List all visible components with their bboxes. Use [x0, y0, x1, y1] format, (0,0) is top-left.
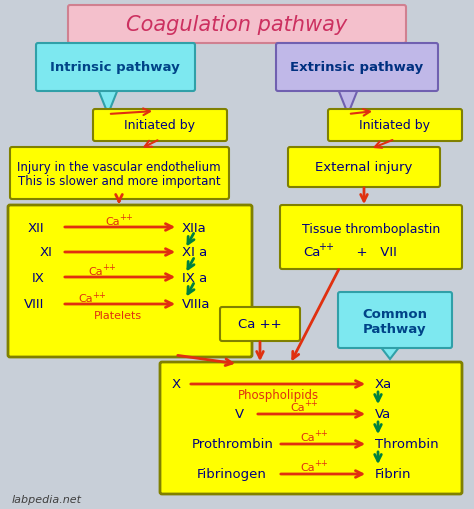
Polygon shape — [380, 346, 400, 359]
Text: Ca: Ca — [290, 402, 305, 412]
Text: Intrinsic pathway: Intrinsic pathway — [50, 62, 180, 74]
Text: ++: ++ — [92, 290, 106, 299]
FancyBboxPatch shape — [276, 44, 438, 92]
Text: Pathway: Pathway — [363, 323, 427, 336]
Text: Ca ++: Ca ++ — [238, 318, 282, 331]
Text: ++: ++ — [119, 213, 133, 222]
Text: External injury: External injury — [315, 161, 413, 174]
Text: XII: XII — [28, 221, 45, 234]
Text: ++: ++ — [304, 399, 318, 408]
Text: IX a: IX a — [182, 271, 207, 284]
FancyBboxPatch shape — [36, 44, 195, 92]
Text: Injury in the vascular endothelium: Injury in the vascular endothelium — [17, 160, 221, 173]
FancyBboxPatch shape — [10, 148, 229, 200]
Text: XI: XI — [40, 246, 53, 259]
Text: ++: ++ — [318, 242, 334, 251]
FancyBboxPatch shape — [288, 148, 440, 188]
Text: VIIIa: VIIIa — [182, 298, 210, 311]
Text: Ca: Ca — [300, 462, 315, 472]
Text: Initiated by: Initiated by — [125, 119, 195, 132]
Text: Va: Va — [375, 408, 391, 420]
FancyBboxPatch shape — [328, 110, 462, 142]
FancyBboxPatch shape — [68, 6, 406, 44]
FancyBboxPatch shape — [93, 110, 227, 142]
Text: Ca: Ca — [300, 432, 315, 442]
Text: +   VII: + VII — [348, 245, 397, 258]
Text: Ca: Ca — [105, 216, 119, 227]
Polygon shape — [98, 90, 118, 115]
Text: Coagulation pathway: Coagulation pathway — [127, 15, 347, 35]
FancyBboxPatch shape — [338, 293, 452, 348]
Text: VIII: VIII — [24, 298, 45, 311]
Text: Prothrombin: Prothrombin — [192, 438, 274, 450]
Text: Xa: Xa — [375, 378, 392, 391]
Text: X: X — [172, 378, 181, 391]
Text: Extrinsic pathway: Extrinsic pathway — [291, 62, 424, 74]
Text: Tissue thromboplastin: Tissue thromboplastin — [302, 223, 440, 236]
Text: ++: ++ — [314, 459, 328, 468]
Text: Phospholipids: Phospholipids — [237, 389, 319, 402]
Text: ++: ++ — [314, 429, 328, 438]
FancyBboxPatch shape — [8, 206, 252, 357]
Polygon shape — [338, 90, 358, 115]
Text: IX: IX — [32, 271, 45, 284]
FancyBboxPatch shape — [280, 206, 462, 269]
Text: Platelets: Platelets — [94, 310, 142, 320]
Text: Fibrin: Fibrin — [375, 468, 411, 480]
Text: This is slower and more important: This is slower and more important — [18, 175, 220, 188]
FancyBboxPatch shape — [220, 307, 300, 342]
Text: Fibrinogen: Fibrinogen — [197, 468, 267, 480]
Text: XI a: XI a — [182, 246, 207, 259]
Text: Common: Common — [363, 307, 428, 320]
Text: labpedia.net: labpedia.net — [12, 494, 82, 504]
Text: V: V — [235, 408, 244, 420]
Text: Ca: Ca — [88, 267, 103, 276]
Text: Ca: Ca — [303, 245, 320, 258]
FancyBboxPatch shape — [160, 362, 462, 494]
Text: Ca: Ca — [78, 293, 92, 303]
Text: XIIa: XIIa — [182, 221, 207, 234]
Text: Initiated by: Initiated by — [359, 119, 430, 132]
Text: ++: ++ — [102, 263, 116, 272]
Text: Thrombin: Thrombin — [375, 438, 438, 450]
